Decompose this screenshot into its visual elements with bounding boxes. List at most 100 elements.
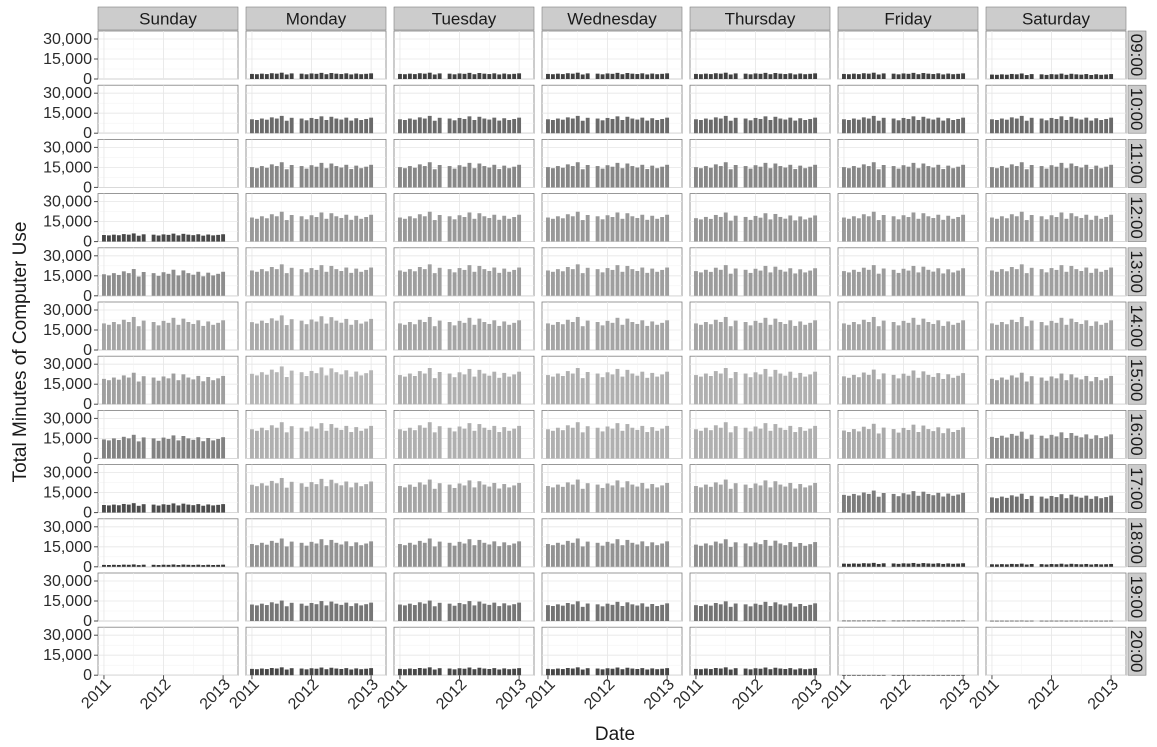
bar: [546, 270, 550, 296]
bar: [650, 427, 655, 459]
bar: [615, 317, 620, 350]
bar: [452, 377, 457, 405]
bar: [753, 165, 758, 188]
bar: [1009, 495, 1014, 513]
bar: [585, 668, 590, 676]
bar: [492, 267, 497, 296]
bar: [570, 166, 575, 188]
panel-sunday-1300: [97, 247, 239, 297]
bar: [595, 216, 600, 242]
bar: [1044, 168, 1049, 188]
bar: [768, 272, 773, 296]
panel-background: [837, 626, 979, 676]
bar: [743, 604, 748, 621]
bar: [1014, 496, 1019, 513]
bar: [447, 118, 452, 134]
panel-sunday-1800: [97, 518, 239, 568]
bar: [1059, 116, 1064, 134]
bar: [728, 120, 733, 134]
bar: [842, 430, 846, 459]
bar: [560, 119, 565, 134]
bar: [264, 669, 269, 676]
bar: [492, 668, 497, 676]
bar: [605, 541, 610, 567]
bar: [472, 324, 477, 350]
bar: [926, 674, 931, 676]
bar: [1079, 379, 1084, 405]
panel-thursday-0900: [689, 30, 831, 80]
bar: [126, 504, 131, 513]
bar: [620, 218, 625, 242]
bar: [753, 117, 758, 134]
y-tick-label: 30,000: [43, 302, 92, 319]
bar: [1089, 272, 1094, 296]
bar: [698, 120, 703, 134]
bar: [422, 373, 427, 405]
panel-background: [985, 572, 1127, 622]
bar: [359, 669, 364, 676]
bar: [640, 267, 645, 296]
bar: [896, 168, 901, 188]
bar: [482, 668, 487, 676]
bar: [595, 427, 600, 459]
bar: [610, 269, 615, 296]
bar: [309, 370, 314, 405]
y-tick-label: 15,000: [43, 159, 92, 176]
bar: [926, 216, 931, 242]
bar: [427, 667, 432, 676]
bar: [595, 484, 600, 513]
bar: [407, 118, 412, 134]
bar: [856, 119, 861, 134]
bar: [723, 479, 728, 513]
bar: [788, 117, 793, 134]
bar: [605, 215, 610, 242]
bar: [733, 117, 738, 134]
bar: [768, 487, 773, 513]
bar: [861, 319, 866, 350]
bar: [1014, 216, 1019, 242]
bar: [803, 324, 808, 350]
bar: [269, 602, 274, 621]
bar: [437, 320, 442, 350]
panel-monday-1400: [245, 301, 387, 351]
bar: [723, 72, 728, 79]
bar: [1089, 438, 1094, 459]
bar: [171, 503, 176, 513]
bar: [635, 605, 640, 621]
bar: [1094, 165, 1099, 188]
y-tick-label: 30,000: [43, 519, 92, 536]
bar: [507, 324, 512, 350]
bar: [259, 320, 264, 350]
bar: [640, 482, 645, 513]
bar: [487, 669, 492, 676]
bar: [575, 368, 580, 405]
bar: [512, 543, 517, 567]
bar: [961, 164, 966, 188]
bar: [941, 219, 946, 242]
bar: [723, 667, 728, 676]
bar: [911, 370, 916, 405]
bar: [354, 603, 359, 621]
bar: [906, 563, 911, 567]
bar: [364, 166, 369, 188]
bar: [1024, 120, 1029, 134]
bar: [402, 605, 407, 621]
bar: [517, 214, 522, 242]
bar: [1109, 495, 1114, 513]
bar: [324, 545, 329, 567]
bar: [851, 563, 856, 567]
bar: [733, 372, 738, 405]
panel-saturday-1700: [985, 464, 1127, 514]
row-strip-label: 09:00: [1127, 34, 1146, 77]
bar: [743, 118, 748, 134]
bar: [1059, 162, 1064, 188]
bar: [407, 484, 412, 513]
bar: [871, 369, 876, 405]
bar: [723, 212, 728, 242]
bar: [457, 268, 462, 296]
bar: [221, 504, 226, 513]
bar: [803, 430, 808, 459]
bar: [1039, 377, 1044, 405]
x-tick-label: 2012: [285, 676, 322, 713]
bar: [191, 379, 196, 405]
